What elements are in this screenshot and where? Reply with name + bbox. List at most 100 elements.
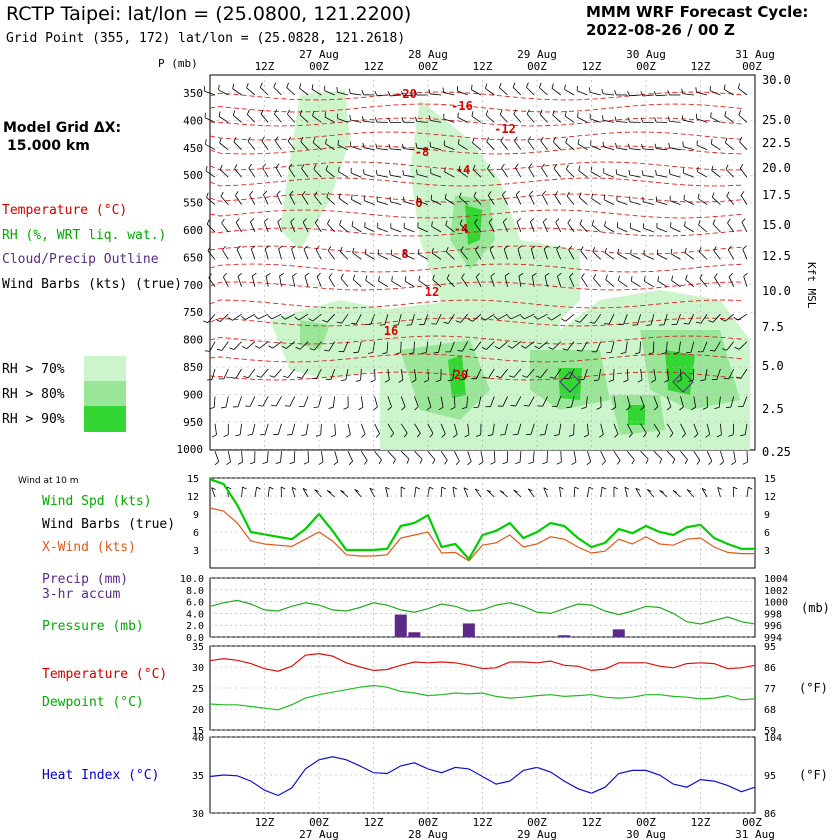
wind-barb-flag <box>254 315 259 320</box>
surface-barb-flag <box>291 487 297 490</box>
rh-legend-90-swatch <box>84 406 126 432</box>
wind-barb-shaft <box>423 314 429 325</box>
wind-barb-flag <box>556 245 561 250</box>
wind-barb-flag <box>502 461 508 465</box>
wind-barb-shaft <box>643 227 655 233</box>
rh-legend-80-swatch <box>84 381 126 406</box>
heat-index-line <box>209 756 756 797</box>
wind-barb-flag <box>539 434 545 436</box>
wind-barb-shaft <box>289 396 296 407</box>
wind-barb-flag <box>474 218 478 224</box>
cross-wind-line <box>209 507 755 562</box>
wind-barb-flag <box>542 218 548 223</box>
wind-barb-flag <box>289 190 294 196</box>
wind-barb-shaft <box>653 450 662 460</box>
wind-barb-flag <box>552 110 555 116</box>
wind-barb-flag <box>520 315 525 320</box>
wind-barb-shaft <box>498 341 508 350</box>
wind-barb-flag <box>640 406 645 411</box>
wind-barb-flag <box>527 136 531 142</box>
wind-barb-flag <box>414 90 418 96</box>
wind-barb-shaft <box>390 201 402 205</box>
wind-barb-shaft <box>313 168 322 178</box>
wind-barb-flag <box>740 434 746 437</box>
wind-barb-shaft <box>467 423 470 435</box>
wind-barb-flag <box>708 460 713 466</box>
wind-barb-shaft <box>207 313 216 323</box>
wind-barb-flag <box>553 164 557 169</box>
wind-barb-flag <box>473 406 479 409</box>
wind-barb-shaft <box>262 167 269 178</box>
wind-barb-shaft <box>280 451 282 463</box>
surface-barb-flag <box>429 486 434 490</box>
wind-barb-shaft <box>275 167 282 178</box>
wind-barb-flag <box>249 461 255 465</box>
wind-barb-flag <box>404 276 407 282</box>
wind-barb-flag <box>447 379 453 382</box>
temperature-contour <box>209 299 743 309</box>
wind-barb-flag <box>312 137 316 143</box>
wind-barb-shaft <box>580 250 588 260</box>
wind-barb-shaft <box>515 194 522 205</box>
wind-barb-shaft <box>454 396 456 408</box>
wind-barb-flag <box>517 245 523 250</box>
wind-barb-flag <box>617 248 619 254</box>
wind-barb-flag <box>716 434 722 438</box>
wind-barb-flag <box>586 461 591 466</box>
wind-barb-shaft <box>328 341 336 352</box>
wind-barb-shaft <box>513 368 522 378</box>
wind-barb-shaft <box>670 226 681 233</box>
surface-barb-flag <box>385 486 390 490</box>
wind-barb-shaft <box>444 171 455 178</box>
wind-barb-flag <box>564 111 567 117</box>
wind-barb-flag <box>700 379 706 382</box>
wind-barb-shaft <box>364 200 375 205</box>
wind-barb-flag <box>724 137 728 143</box>
wind-barb-flag <box>219 138 222 144</box>
wind-barb-flag <box>485 110 489 116</box>
wind-barb-shaft <box>711 170 721 178</box>
pressure-level-label: 950 <box>183 416 203 429</box>
wind-barb-flag <box>325 138 327 144</box>
wind-barb-shaft <box>430 93 442 96</box>
wind-barb-flag <box>351 194 353 200</box>
surface-barb-shaft <box>452 487 455 498</box>
wind-barb-shaft <box>472 142 482 151</box>
wind-barb-shaft <box>400 423 408 434</box>
surface-barb-flag <box>499 490 505 493</box>
wind-barb-flag <box>247 136 251 142</box>
temp-tick-right-f: 68 <box>764 705 776 716</box>
wind-barb-shaft <box>706 423 711 435</box>
wind-barb-flag <box>699 273 703 279</box>
temperature-contour <box>209 227 743 237</box>
top-hour-label: 12Z <box>582 60 602 73</box>
wind-barb-flag <box>669 432 674 438</box>
wind-barb-shaft <box>237 396 242 407</box>
wind-barb-shaft <box>510 313 522 320</box>
wind-barb-shaft <box>339 251 349 260</box>
wind-barb-shaft <box>246 114 256 123</box>
surface-barb-flag <box>635 487 640 491</box>
wind-barb-flag <box>325 165 328 171</box>
surface-barb-shaft <box>427 487 430 498</box>
wind-barb-flag <box>667 116 670 122</box>
wind-barb-flag <box>516 218 522 222</box>
wind-barb-flag <box>615 169 618 175</box>
wind-barb-shaft <box>616 173 628 178</box>
wind-barb-flag <box>643 276 646 282</box>
wind-barb-shaft <box>374 423 380 434</box>
surface-barb-flag <box>227 486 232 490</box>
wind-barb-flag <box>502 190 506 196</box>
wind-barb-flag <box>673 352 679 354</box>
wind-barb-shaft <box>504 276 508 287</box>
temperature-contour <box>209 371 743 381</box>
surface-barb-shaft <box>385 487 389 498</box>
precip-tick-left: 8.0 <box>186 586 204 597</box>
pressure-tick-right: 996 <box>764 621 782 632</box>
wind-barb-shaft <box>542 194 548 205</box>
surface-barb-shaft <box>340 490 349 498</box>
wind-barb-shaft <box>400 450 410 460</box>
top-hour-label: 00Z <box>418 60 438 73</box>
wind-barb-flag <box>471 84 473 90</box>
wind-barb-shaft <box>568 368 575 380</box>
